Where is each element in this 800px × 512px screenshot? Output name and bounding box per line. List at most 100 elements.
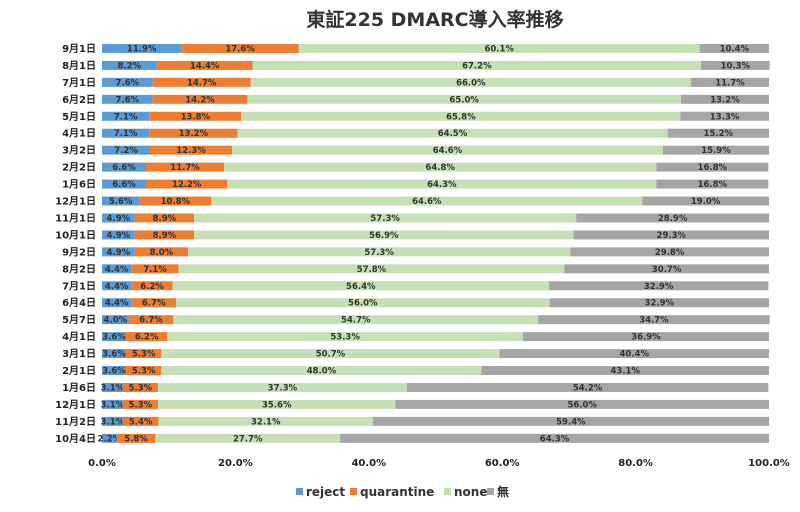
data-label: 6.6% (112, 163, 136, 173)
bar-segment-quarantine (146, 162, 225, 172)
data-label: 5.4% (129, 417, 153, 427)
data-label: 29.3% (657, 231, 687, 241)
bar-segment-無 (662, 145, 769, 155)
bar-segment-reject (102, 399, 123, 409)
data-label: 5.3% (132, 367, 156, 377)
data-label: 4.4% (105, 299, 129, 309)
data-label: 8.9% (153, 231, 177, 241)
bar-segment-none (227, 179, 657, 189)
data-label: 13.3% (710, 112, 740, 122)
bar-segment-quarantine (126, 366, 162, 376)
bar-segment-無 (642, 196, 769, 206)
category-label: 11月1日 (55, 212, 96, 224)
category-label: 4月1日 (62, 128, 96, 140)
bar-segment-quarantine (134, 213, 195, 223)
legend-label: quarantine (360, 485, 434, 499)
bar-segment-quarantine (122, 416, 159, 426)
legend-label: none (454, 485, 487, 499)
bar-segment-無 (549, 298, 769, 308)
bar-segment-無 (573, 230, 769, 240)
data-label: 64.8% (425, 163, 455, 173)
bar-segment-reject (102, 111, 150, 121)
bar-segment-無 (499, 349, 769, 359)
x-tick-label: 0.0% (88, 458, 116, 469)
data-label: 30.7% (652, 265, 682, 275)
data-label: 40.4% (620, 350, 650, 360)
category-label: 3月1日 (62, 348, 96, 360)
bar-segment-reject (102, 145, 151, 155)
bar-segment-none (298, 43, 700, 53)
bar-segment-none (178, 264, 565, 274)
data-label: 27.7% (233, 434, 263, 444)
bar-segment-無 (656, 162, 769, 172)
category-label: 5月7日 (62, 314, 96, 326)
category-label: 3月2日 (62, 145, 96, 157)
bar-segment-無 (680, 111, 769, 121)
data-label: 56.9% (369, 231, 399, 241)
bar-segment-quarantine (128, 315, 174, 325)
data-label: 64.5% (438, 129, 468, 139)
data-label: 10.4% (720, 44, 750, 54)
category-label: 7月1日 (62, 77, 96, 89)
bar-segment-none (158, 416, 373, 426)
category-label: 10月4日 (55, 433, 96, 445)
data-label: 32.9% (644, 282, 674, 292)
x-axis-tick-labels: 0.0% 20.0% 40.0% 60.0% 80.0% 100.0% (88, 458, 790, 469)
bar-segment-none (194, 213, 577, 223)
data-label: 57.3% (364, 248, 394, 258)
data-label: 65.0% (449, 95, 479, 105)
data-label: 5.3% (132, 350, 156, 360)
bar-segment-quarantine (149, 111, 242, 121)
bar-segment-none (188, 247, 571, 257)
data-label: 7.1% (114, 112, 138, 122)
data-label: 16.8% (698, 180, 728, 190)
data-label: 7.6% (116, 78, 140, 88)
bar-segment-reject (102, 416, 123, 426)
data-label: 7.6% (116, 95, 140, 105)
data-label: 35.6% (262, 400, 292, 410)
bar-segment-quarantine (116, 433, 156, 443)
bar-segment-reject (102, 179, 147, 189)
category-label: 1月6日 (62, 179, 96, 191)
data-label: 3.6% (102, 367, 126, 377)
data-label: 5.6% (109, 197, 133, 207)
x-tick-label: 20.0% (218, 458, 253, 469)
data-label: 50.7% (316, 350, 346, 360)
category-label: 12月1日 (55, 399, 96, 411)
bar-segment-none (155, 433, 341, 443)
data-label: 6.2% (140, 282, 164, 292)
data-label: 66.0% (456, 78, 486, 88)
data-label: 8.9% (153, 214, 177, 224)
bar-segment-none (172, 281, 549, 291)
data-label: 6.2% (135, 333, 159, 343)
bar-segment-quarantine (156, 60, 253, 70)
bar-segment-quarantine (152, 77, 251, 87)
data-label: 3.6% (102, 333, 126, 343)
data-label: 19.0% (691, 197, 721, 207)
data-label: 15.9% (701, 146, 731, 156)
bar-segment-無 (656, 179, 769, 189)
data-label: 57.3% (370, 214, 400, 224)
data-label: 10.8% (161, 197, 191, 207)
category-label: 12月1日 (55, 196, 96, 208)
bar-segment-reject (102, 60, 157, 70)
data-label: 28.9% (658, 214, 688, 224)
category-label: 7月1日 (62, 280, 96, 292)
data-label: 64.6% (433, 146, 463, 156)
x-tick-label: 100.0% (748, 458, 790, 469)
legend-swatch-none (444, 488, 451, 495)
data-label: 7.2% (114, 146, 138, 156)
data-label: 8.2% (118, 61, 142, 71)
data-label: 32.9% (645, 299, 675, 309)
data-label: 15.2% (704, 129, 734, 139)
bar-segment-reject (102, 433, 117, 443)
bar-segment-none (158, 382, 407, 392)
bar-segment-無 (690, 77, 769, 87)
data-label: 43.1% (611, 367, 641, 377)
x-tick-label: 80.0% (618, 458, 653, 469)
data-label: 3.1% (101, 400, 125, 410)
bar-segment-quarantine (122, 382, 159, 392)
data-label: 56.0% (567, 400, 597, 410)
bar-segment-無 (680, 94, 769, 104)
bar-segment-無 (481, 366, 769, 376)
